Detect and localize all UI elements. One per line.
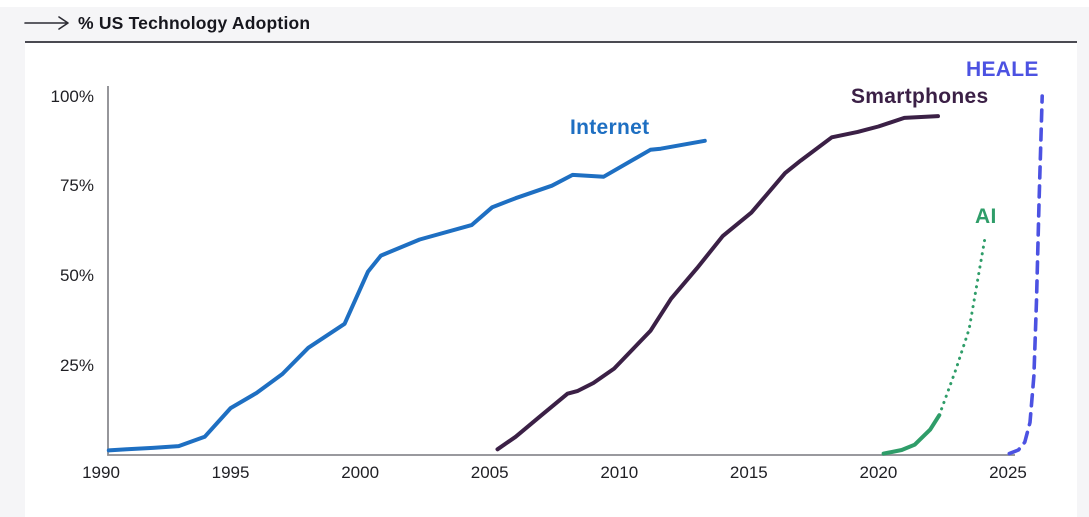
x-tick-label: 2000 [341, 463, 380, 482]
x-tick-label: 1990 [82, 463, 120, 482]
chart-panel [25, 43, 1077, 517]
x-tick-label: 2015 [729, 463, 768, 482]
y-tick-label: 25% [59, 355, 94, 375]
series-label-heale: HEALE [966, 58, 1039, 81]
chart-title: % US Technology Adoption [78, 13, 311, 33]
x-tick-label: 2010 [600, 463, 639, 482]
long-right-arrow-icon [24, 16, 69, 30]
x-tick-label: 2020 [859, 463, 898, 482]
series-label-smartphones: Smartphones [851, 85, 989, 108]
series-label-ai: AI [975, 205, 997, 228]
y-tick-label: 50% [59, 265, 94, 285]
top-strip [0, 0, 1089, 7]
x-tick-label: 1995 [211, 463, 250, 482]
y-tick-label: 75% [59, 176, 94, 196]
x-tick-label: 2025 [989, 463, 1027, 482]
y-tick-label: 100% [50, 86, 94, 106]
header-rule [25, 41, 1077, 43]
series-label-internet: Internet [570, 116, 650, 139]
x-tick-label: 2005 [470, 463, 509, 482]
